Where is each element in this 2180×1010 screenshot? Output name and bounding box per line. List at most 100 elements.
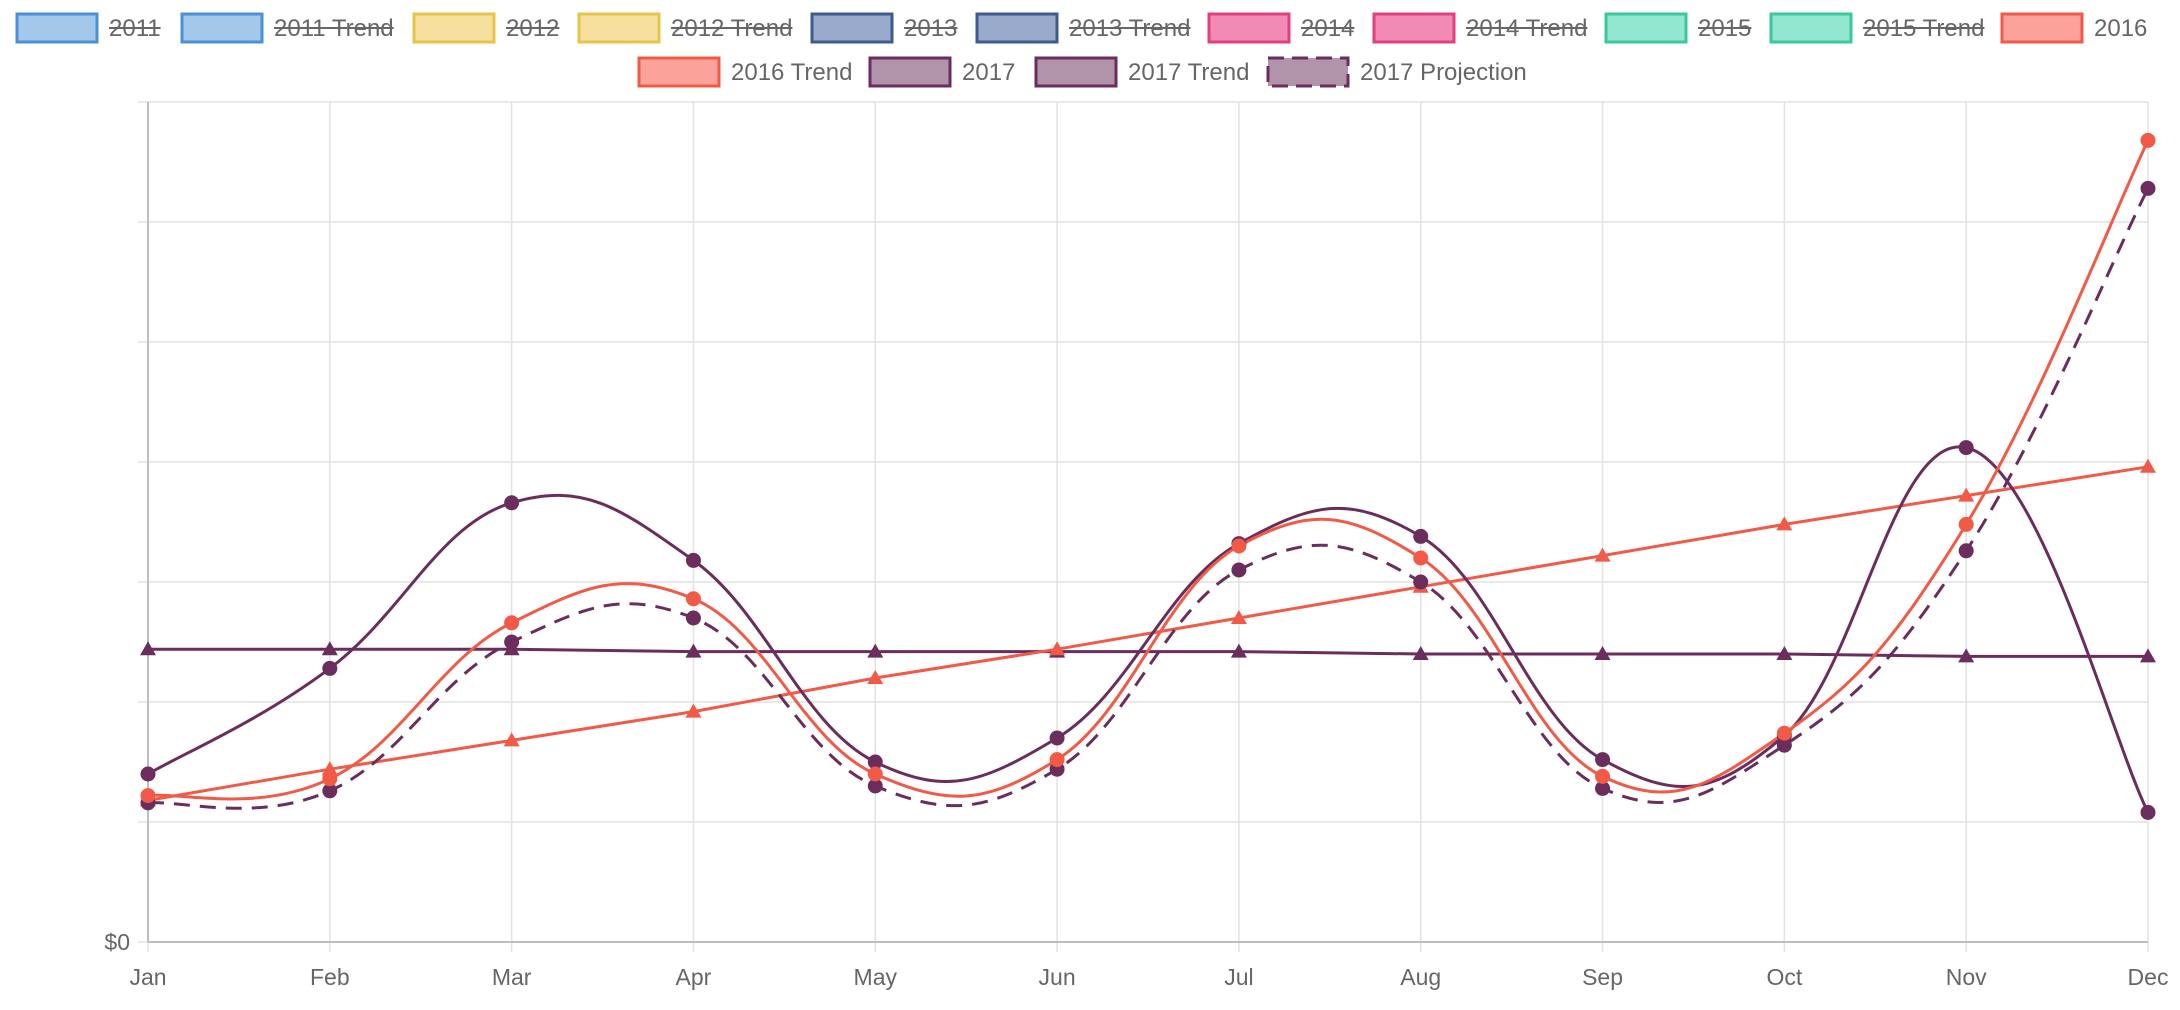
legend-item-2017[interactable]: 2017 (868, 56, 1015, 88)
y-tick-label: $0 (104, 929, 130, 955)
legend-item-2013-trend[interactable]: 2013 Trend (975, 12, 1191, 44)
point-2016-trend-mar[interactable] (503, 732, 520, 747)
point-2016-nov[interactable] (1958, 516, 1974, 532)
point-2017-aug[interactable] (1413, 528, 1429, 544)
legend-item-2015[interactable]: 2015 (1604, 12, 1752, 44)
point-2017-projection-dec[interactable] (2140, 180, 2156, 196)
point-2017-projection-nov[interactable] (1958, 543, 1974, 559)
legend-item-2014-trend[interactable]: 2014 Trend (1372, 12, 1588, 44)
legend-swatch (1034, 56, 1118, 88)
point-2017-projection-sep[interactable] (1595, 780, 1611, 796)
point-2016-trend-sep[interactable] (1594, 547, 1611, 562)
point-2016-apr[interactable] (685, 591, 701, 607)
grid (138, 101, 2149, 952)
point-2016-may[interactable] (867, 766, 883, 782)
point-2017-trend-dec[interactable] (2140, 648, 2156, 663)
point-2016-jun[interactable] (1049, 752, 1065, 768)
point-2017-trend-sep[interactable] (1594, 646, 1611, 660)
point-2016-trend-apr[interactable] (685, 703, 702, 718)
point-2016-sep[interactable] (1595, 768, 1611, 784)
point-2017-sep[interactable] (1595, 752, 1611, 768)
x-tick-label-oct: Oct (1766, 964, 1802, 990)
x-tick-label-apr: Apr (676, 964, 712, 990)
legend-item-2017-trend[interactable]: 2017 Trend (1034, 56, 1249, 88)
legend-swatch (868, 56, 952, 88)
point-2016-jan[interactable] (140, 788, 156, 804)
x-tick-label-nov: Nov (1946, 964, 1987, 990)
point-2016-trend-oct[interactable] (1776, 516, 1793, 531)
legend-item-2015-trend[interactable]: 2015 Trend (1769, 12, 1985, 44)
point-2016-trend-feb[interactable] (321, 761, 338, 776)
point-2016-oct[interactable] (1776, 725, 1792, 741)
point-2017-trend-nov[interactable] (1958, 648, 1975, 663)
point-2016-trend-nov[interactable] (1958, 487, 1975, 502)
point-2017-projection-jul[interactable] (1231, 562, 1247, 578)
legend-label: 2017 Trend (1128, 59, 1249, 86)
x-tick-label-feb: Feb (310, 964, 350, 990)
series-layer (147, 139, 2150, 814)
legend-swatch (412, 12, 496, 44)
point-2017-trend-aug[interactable] (1412, 646, 1429, 660)
legend-swatch (637, 56, 721, 88)
point-2017-apr[interactable] (685, 552, 701, 568)
point-2017-trend-feb[interactable] (321, 641, 338, 656)
legend: 2011 2011 Trend 2012 2012 Trend 2013 2013 Tre… (15, 12, 2147, 88)
legend-label: 2016 (2094, 15, 2147, 42)
x-tick-label-may: May (854, 964, 898, 990)
point-2016-mar[interactable] (504, 615, 520, 631)
legend-swatch (1207, 12, 1291, 44)
series-line-2017 (147, 445, 2150, 814)
point-2017-trend-jul[interactable] (1230, 643, 1247, 658)
point-2017-projection-mar[interactable] (504, 634, 520, 650)
point-2017-feb[interactable] (322, 660, 338, 676)
legend-swatch (1266, 56, 1350, 88)
markers-layer (140, 132, 2156, 820)
legend-swatch (577, 12, 661, 44)
point-2017-jan[interactable] (140, 766, 156, 782)
point-2017-mar[interactable] (504, 495, 520, 511)
point-2017-nov[interactable] (1958, 440, 1974, 456)
legend-item-2013[interactable]: 2013 (810, 12, 958, 44)
point-2017-projection-apr[interactable] (685, 610, 701, 626)
point-2016-feb[interactable] (322, 771, 338, 787)
legend-item-2011-trend[interactable]: 2011 Trend (180, 12, 394, 44)
point-2016-trend-jun[interactable] (1049, 641, 1066, 656)
point-2016-dec[interactable] (2140, 132, 2156, 148)
point-2016-jul[interactable] (1231, 538, 1247, 554)
point-2016-trend-may[interactable] (867, 670, 884, 684)
legend-item-2014[interactable]: 2014 (1207, 12, 1355, 44)
point-2017-may[interactable] (867, 754, 883, 770)
x-tick-label-mar: Mar (492, 964, 532, 990)
point-2017-projection-feb[interactable] (322, 783, 338, 799)
legend-item-2016-trend[interactable]: 2016 Trend (637, 56, 852, 88)
legend-label: 2016 Trend (731, 59, 852, 86)
legend-item-2011[interactable]: 2011 (15, 12, 161, 44)
point-2017-dec[interactable] (2140, 804, 2156, 820)
point-2017-trend-may[interactable] (867, 643, 884, 658)
point-2017-projection-aug[interactable] (1413, 574, 1429, 590)
point-2017-projection-may[interactable] (867, 778, 883, 794)
legend-label: 2017 (962, 59, 1015, 86)
legend-label: 2017 Projection (1360, 59, 1527, 86)
legend-item-2016[interactable]: 2016 (2000, 12, 2147, 44)
point-2017-jun[interactable] (1049, 730, 1065, 746)
legend-swatch (2000, 12, 2084, 44)
point-2017-trend-oct[interactable] (1776, 646, 1793, 660)
legend-item-2017-projection[interactable]: 2017 Projection (1266, 56, 1527, 88)
point-2016-trend-jul[interactable] (1230, 610, 1247, 624)
series-line-2016-trend (147, 465, 2149, 802)
legend-swatch (180, 12, 264, 44)
x-tick-label-dec: Dec (2128, 964, 2169, 990)
series-line-2017-projection (147, 187, 2150, 810)
legend-swatch (975, 12, 1059, 44)
point-2017-trend-jan[interactable] (140, 641, 156, 656)
x-tick-label-jul: Jul (1224, 964, 1253, 990)
legend-item-2012[interactable]: 2012 (412, 12, 560, 44)
legend-swatch (1604, 12, 1688, 44)
x-tick-label-sep: Sep (1582, 964, 1623, 990)
point-2016-aug[interactable] (1413, 550, 1429, 566)
point-2017-trend-apr[interactable] (685, 643, 702, 658)
point-2016-trend-dec[interactable] (2140, 458, 2156, 473)
legend-item-2012-trend[interactable]: 2012 Trend (577, 12, 793, 44)
